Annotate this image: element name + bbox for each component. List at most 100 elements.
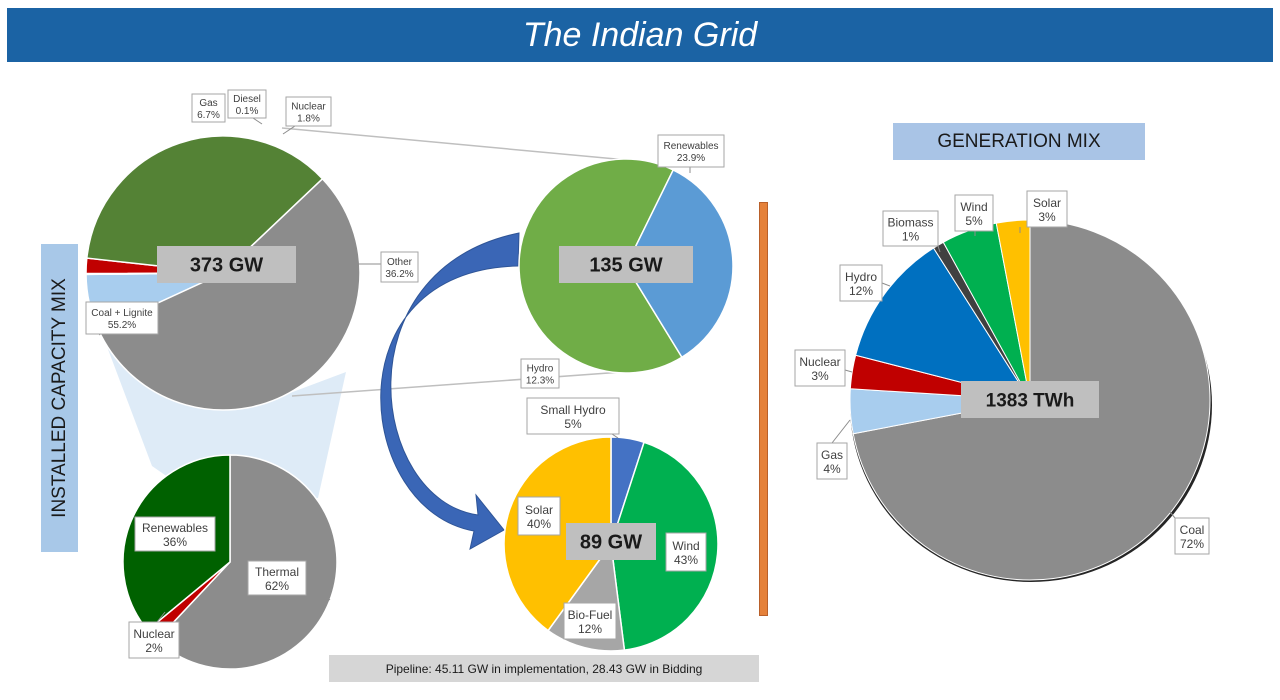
- renewables-center-box: [566, 523, 656, 560]
- other-callout-box-hydro: [520, 358, 560, 389]
- renewables-label-bio-fuel: Bio-Fuel: [568, 608, 613, 622]
- generation-label-biomass: Biomass: [887, 216, 933, 230]
- title-banner: The Indian Grid: [7, 8, 1273, 62]
- installed-label-other: Other: [387, 257, 413, 268]
- capacity-leader-nuclear: [156, 611, 166, 623]
- installed-label-gas: Gas: [199, 98, 217, 109]
- generation-label-nuclear: Nuclear: [799, 355, 840, 369]
- capacity-callout-box-thermal: [247, 560, 307, 596]
- generation-label-hydro: Hydro: [845, 270, 877, 284]
- generation-leader-hydro: [881, 282, 891, 287]
- generation-center-label: 1383 TWh: [986, 390, 1075, 411]
- renewables-value-bio-fuel: 12%: [578, 622, 602, 636]
- renewables-callout-box-small-hydro: [526, 397, 620, 435]
- installed-callout-box-nuclear: [285, 96, 332, 127]
- installed-leader-diesel: [252, 117, 263, 125]
- generation-slice-hydro: [855, 247, 1032, 401]
- generation-leader-nuclear: [844, 369, 853, 373]
- generation-callout-box-solar: [1026, 190, 1068, 228]
- installed-value-diesel: 0.1%: [236, 106, 259, 117]
- generation-leader-biomass: [937, 245, 941, 253]
- capacity_split-slice-thermal: [155, 454, 338, 670]
- generation-label-gas: Gas: [821, 448, 843, 462]
- generation-value-coal: 72%: [1180, 537, 1204, 551]
- other-label-hydro: Hydro: [527, 364, 554, 375]
- generation-callout-box-gas: [816, 442, 848, 480]
- generation-value-nuclear: 3%: [811, 369, 829, 383]
- installed-callout-box-coal-lignite: [85, 301, 159, 335]
- capacity-leader-thermal: [305, 579, 331, 601]
- installed-value-nuclear: 1.8%: [297, 114, 320, 125]
- other-label-renewables: Renewables: [663, 141, 718, 152]
- capacity-label-renewables: Renewables: [142, 521, 208, 535]
- generation-value-biomass: 1%: [902, 230, 920, 244]
- page-title: The Indian Grid: [522, 15, 758, 54]
- installed-center-box: [157, 246, 296, 283]
- generation-value-hydro: 12%: [849, 284, 873, 298]
- renewables-value-solar: 40%: [527, 517, 551, 531]
- renewables-center-label: 89 GW: [580, 532, 642, 554]
- renewables-label-small-hydro: Small Hydro: [540, 403, 606, 417]
- generation-mix-label: GENERATION MIX: [893, 123, 1145, 160]
- installed-value-coal-lignite: 55.2%: [108, 320, 136, 331]
- renewables-label-wind: Wind: [672, 539, 699, 553]
- installed-label-diesel: Diesel: [233, 94, 261, 105]
- generation-leader-coal: [1159, 499, 1176, 519]
- installed-callout-box-other: [380, 251, 419, 283]
- renewables-value-wind: 43%: [674, 553, 698, 567]
- installed-label-coal-lignite: Coal + Lignite: [91, 308, 153, 319]
- capacity-value-renewables: 36%: [163, 535, 187, 549]
- generation-callout-box-biomass: [882, 210, 939, 247]
- renewables-value-small-hydro: 5%: [564, 417, 582, 431]
- pipeline-note: Pipeline: 45.11 GW in implementation, 28…: [329, 655, 759, 682]
- capacity-label-nuclear: Nuclear: [133, 627, 174, 641]
- capacity-value-thermal: 62%: [265, 579, 289, 593]
- capacity-value-nuclear: 2%: [145, 641, 163, 655]
- installed-leader-nuclear: [282, 125, 296, 135]
- installed-label-nuclear: Nuclear: [291, 102, 326, 113]
- installed-slice-other: [85, 135, 324, 274]
- other-value-renewables: 23.9%: [677, 153, 705, 164]
- installed-value-other: 36.2%: [385, 269, 413, 280]
- renewables-label-solar: Solar: [525, 503, 553, 517]
- generation-label-solar: Solar: [1033, 196, 1061, 210]
- other-callout-box-renewables: [657, 134, 725, 168]
- generation-value-solar: 3%: [1038, 210, 1056, 224]
- installed-value-gas: 6.7%: [197, 110, 220, 121]
- installed-callout-box-diesel: [227, 89, 267, 119]
- capacity-callout-box-renewables: [134, 516, 216, 552]
- capacity-callout-box-nuclear: [128, 621, 180, 659]
- other-value-hydro: 12.3%: [526, 376, 554, 387]
- other-center-box: [559, 246, 693, 283]
- generation-callout-box-coal: [1174, 517, 1210, 555]
- capacity-label-thermal: Thermal: [255, 565, 299, 579]
- generation-value-gas: 4%: [823, 462, 841, 476]
- installed-slice-coal-lignite: [97, 177, 361, 411]
- renewables-callout-box-solar: [517, 496, 561, 536]
- divider-bar: [759, 202, 768, 616]
- installed-center-label: 373 GW: [190, 255, 263, 277]
- generation-leader-gas: [831, 419, 851, 444]
- generation-callout-box-nuclear: [794, 349, 846, 387]
- renewables-slice-wind: [610, 441, 719, 651]
- flow-arrow: [380, 232, 520, 550]
- generation-label-coal: Coal: [1180, 523, 1205, 537]
- other-connector-bottom: [291, 369, 651, 397]
- generation-center-box: [961, 381, 1099, 418]
